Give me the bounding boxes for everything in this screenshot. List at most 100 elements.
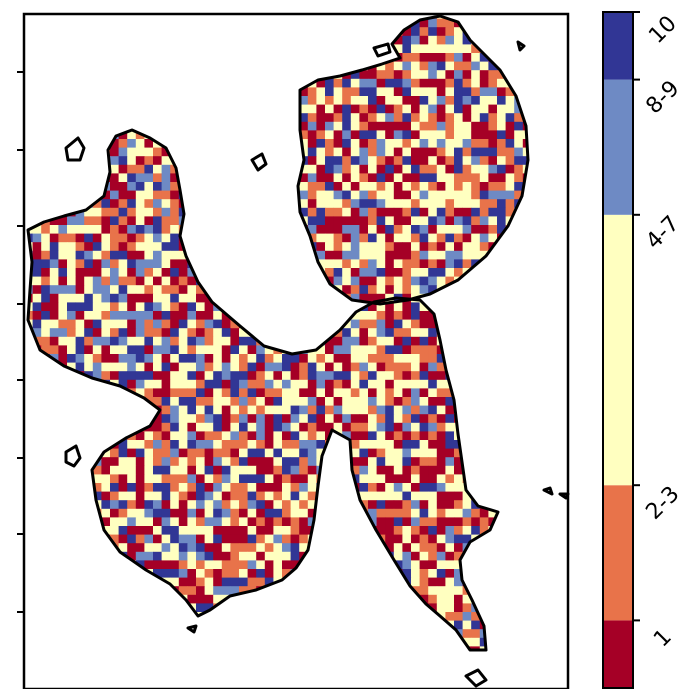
heatmap-cell	[41, 336, 51, 346]
heatmap-cell	[273, 371, 283, 381]
heatmap-cell	[58, 319, 68, 329]
heatmap-cell	[264, 345, 274, 355]
heatmap-cell	[393, 526, 403, 535]
heatmap-cell	[402, 379, 412, 389]
heatmap-cell	[299, 457, 309, 467]
heatmap-cell	[376, 440, 386, 449]
heatmap-cell	[307, 173, 317, 183]
heatmap-cell	[307, 422, 317, 432]
heatmap-cell	[316, 422, 326, 432]
heatmap-cell	[213, 560, 223, 570]
heatmap-cell	[41, 259, 51, 269]
heatmap-cell	[75, 336, 85, 346]
heatmap-cell	[221, 379, 231, 389]
heatmap-cell	[428, 577, 438, 587]
heatmap-cell	[127, 526, 137, 535]
heatmap-cell	[299, 534, 309, 544]
heatmap-cell	[385, 543, 395, 553]
heatmap-cell	[325, 397, 334, 406]
heatmap-cell	[497, 190, 506, 200]
heatmap-cell	[101, 216, 111, 226]
heatmap-cell	[471, 96, 481, 105]
heatmap-cell	[342, 164, 352, 174]
heatmap-cell	[187, 577, 197, 587]
heatmap-cell	[264, 448, 274, 458]
heatmap-cell	[230, 328, 240, 338]
heatmap-cell	[393, 70, 403, 80]
heatmap-cell	[230, 543, 240, 553]
heatmap-cell	[359, 336, 369, 346]
heatmap-cell	[118, 508, 128, 518]
heatmap-cell	[118, 190, 128, 200]
heatmap-cell	[84, 328, 94, 338]
heatmap-cell	[153, 199, 162, 209]
heatmap-cell	[49, 233, 59, 243]
heatmap-cell	[402, 113, 412, 123]
heatmap-cell	[428, 328, 438, 338]
heatmap-cell	[342, 233, 352, 243]
heatmap-cell	[144, 336, 154, 346]
heatmap-cell	[153, 474, 162, 484]
heatmap-cell	[514, 173, 524, 183]
heatmap-cell	[170, 319, 180, 329]
heatmap-cell	[471, 44, 481, 54]
heatmap-cell	[368, 508, 377, 518]
heatmap-cell	[393, 491, 403, 501]
heatmap-cell	[368, 285, 377, 295]
heatmap-cell	[307, 87, 317, 97]
heatmap-cell	[153, 397, 162, 406]
heatmap-cell	[273, 534, 283, 544]
heatmap-cell	[170, 173, 180, 183]
heatmap-cell	[196, 483, 205, 492]
heatmap-cell	[393, 465, 403, 475]
heatmap-cell	[135, 293, 145, 303]
heatmap-cell	[118, 293, 128, 303]
heatmap-cell	[350, 422, 360, 432]
heatmap-cell	[135, 483, 145, 492]
heatmap-cell	[462, 508, 472, 518]
heatmap-cell	[144, 139, 154, 148]
heatmap-cell	[144, 173, 154, 183]
heatmap-cell	[359, 422, 369, 432]
heatmap-cell	[204, 328, 214, 338]
heatmap-cell	[359, 311, 369, 320]
heatmap-cell	[411, 491, 420, 501]
heatmap-cell	[41, 250, 51, 260]
heatmap-cell	[514, 164, 524, 174]
heatmap-cell	[247, 388, 257, 398]
heatmap-cell	[471, 629, 481, 639]
heatmap-cell	[393, 440, 403, 449]
heatmap-cell	[170, 259, 180, 269]
heatmap-cell	[445, 173, 455, 183]
heatmap-cell	[393, 78, 403, 88]
heatmap-cell	[299, 173, 309, 183]
heatmap-cell	[462, 225, 472, 234]
heatmap-cell	[153, 285, 162, 295]
heatmap-cell	[221, 336, 231, 346]
heatmap-cell	[127, 517, 137, 527]
heatmap-cell	[135, 302, 145, 312]
heatmap-cell	[307, 225, 317, 234]
heatmap-cell	[127, 345, 137, 355]
heatmap-cell	[75, 276, 85, 286]
heatmap-cell	[488, 104, 498, 114]
heatmap-cell	[411, 268, 420, 277]
heatmap-cell	[204, 431, 214, 441]
heatmap-cell	[282, 465, 291, 475]
heatmap-cell	[454, 121, 463, 131]
heatmap-cell	[350, 259, 360, 269]
heatmap-cell	[428, 164, 438, 174]
heatmap-cell	[462, 250, 472, 260]
heatmap-cell	[385, 113, 395, 123]
heatmap-cell	[178, 285, 188, 295]
heatmap-cell	[110, 483, 119, 492]
heatmap-cell	[385, 70, 395, 80]
heatmap-cell	[67, 345, 76, 355]
heatmap-cell	[135, 371, 145, 381]
heatmap-cell	[196, 388, 205, 398]
heatmap-cell	[170, 293, 180, 303]
heatmap-cell	[110, 526, 119, 535]
heatmap-cell	[333, 268, 343, 277]
heatmap-cell	[118, 500, 128, 510]
heatmap-cell	[161, 405, 171, 415]
